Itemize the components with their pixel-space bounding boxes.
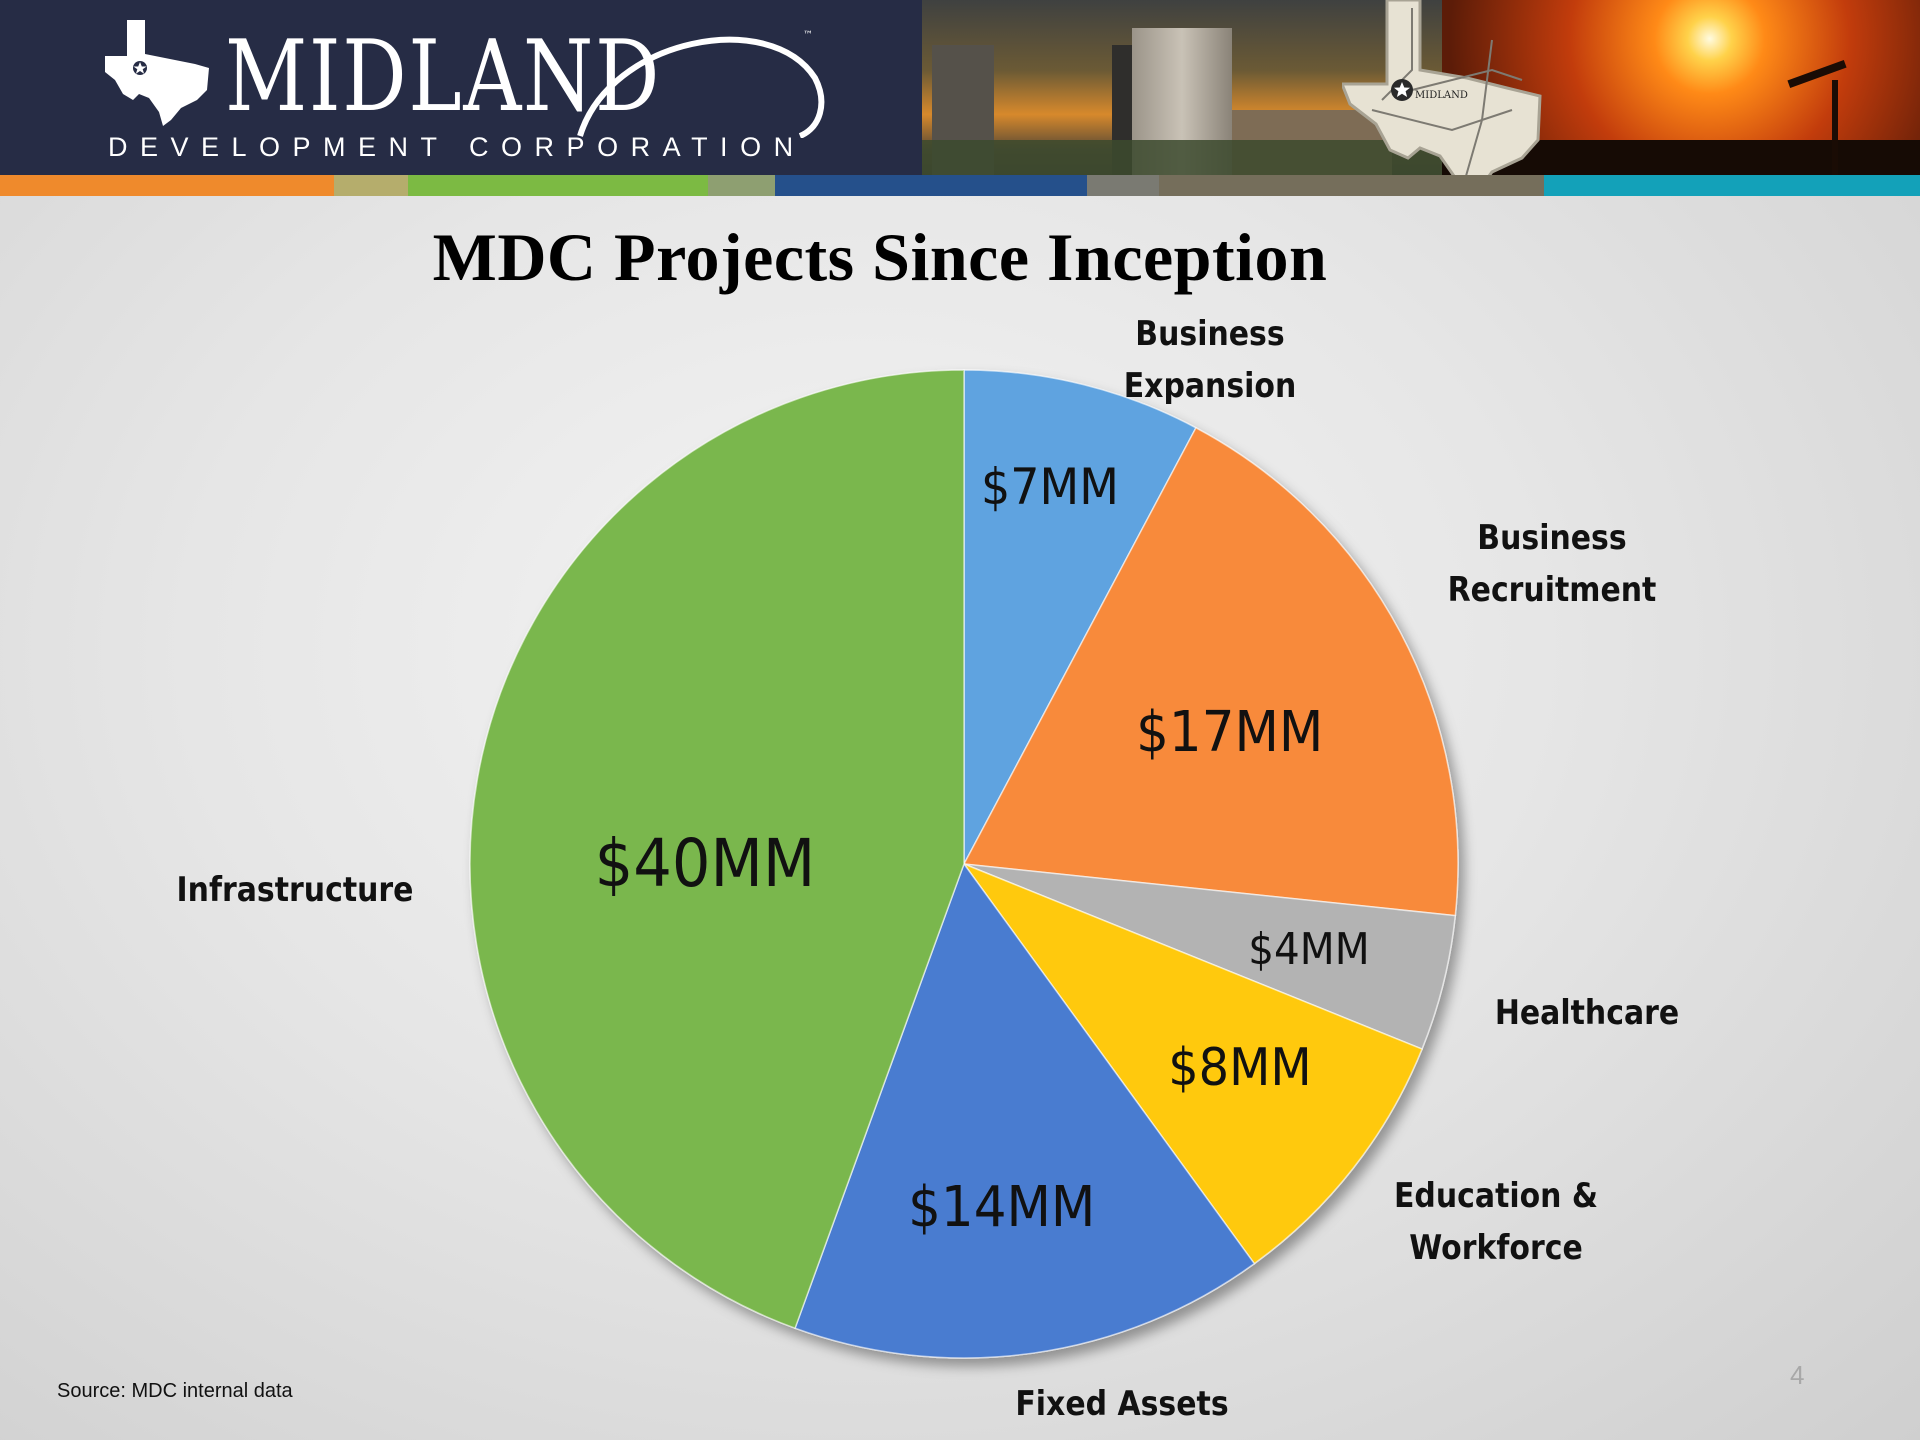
pie-slice-fixed-assets — [794, 862, 1256, 1359]
value-business-expansion: $7MM — [980, 458, 1119, 516]
label-education-line2: Workforce — [1409, 1228, 1583, 1268]
color-stripe-1 — [0, 175, 334, 196]
texas-map-graphic: MIDLAND — [1342, 0, 1542, 196]
color-stripe-4 — [708, 175, 775, 196]
value-fixed-assets: $14MM — [908, 1175, 1096, 1240]
pie-slice-business-recruitment — [962, 426, 1459, 917]
brand-subtitle: DEVELOPMENT CORPORATION — [108, 132, 806, 162]
texas-star-icon — [105, 20, 209, 126]
label-business-recruitment-line1: Business — [1477, 518, 1627, 558]
pie-slice-education-workforce — [961, 862, 1424, 1265]
page-number: 4 — [1790, 1360, 1805, 1390]
value-education: $8MM — [1168, 1038, 1312, 1098]
midland-logo: MIDLAND ™ DEVELOPMENT CORPORATION — [105, 10, 825, 170]
color-stripe-7 — [1159, 175, 1544, 196]
pie-slice-infrastructure — [469, 369, 965, 1330]
slide-header: MIDLAND ™ DEVELOPMENT CORPORATION MIDLAN… — [0, 0, 1920, 196]
label-business-expansion: Business Expansion — [1123, 314, 1297, 406]
value-business-recruitment: $17MM — [1136, 700, 1324, 765]
color-stripe-2 — [334, 175, 408, 196]
color-stripe-5 — [775, 175, 1087, 196]
header-photo-collage — [922, 0, 1920, 176]
value-infrastructure: $40MM — [594, 825, 816, 902]
value-healthcare: $4MM — [1248, 924, 1370, 975]
map-midland-label: MIDLAND — [1415, 90, 1468, 101]
label-infrastructure: Infrastructure — [176, 870, 414, 910]
trademark-mark: ™ — [803, 30, 813, 41]
city-skyline-photo — [922, 0, 1442, 176]
source-note: Source: MDC internal data — [57, 1380, 293, 1402]
label-business-recruitment-line2: Recruitment — [1447, 570, 1657, 610]
pie-slice-business-expansion — [963, 369, 1197, 865]
color-stripe-8 — [1544, 175, 1920, 196]
label-fixed-assets: Fixed Assets — [1015, 1384, 1229, 1424]
logo-arc — [577, 36, 825, 138]
label-education-line1: Education & — [1393, 1176, 1598, 1216]
slide-title: MDC Projects Since Inception — [432, 219, 1328, 295]
color-stripe-6 — [1087, 175, 1159, 196]
color-stripe-3 — [408, 175, 708, 196]
label-healthcare: Healthcare — [1494, 993, 1680, 1033]
